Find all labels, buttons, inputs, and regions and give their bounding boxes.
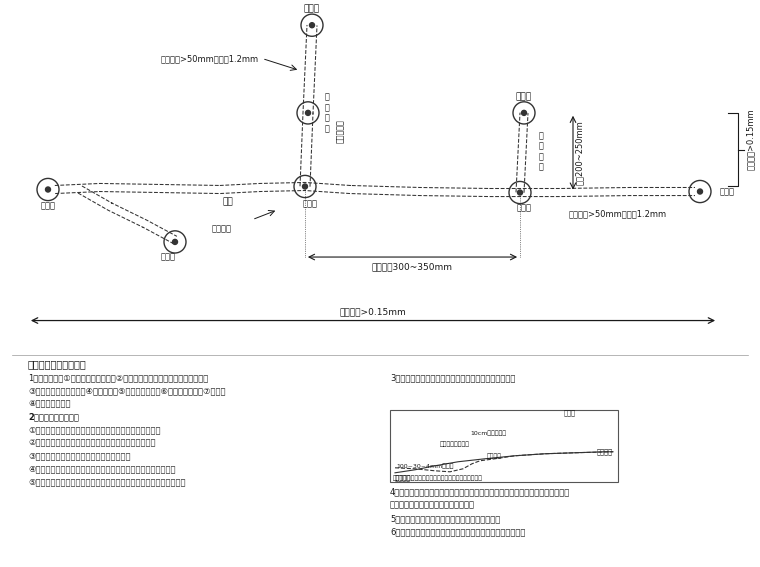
- Text: 6、结构在养护期间应避免受振动及受重，以保证修补质量。: 6、结构在养护期间应避免受振动及受重，以保证修补质量。: [390, 527, 525, 536]
- Text: ⑤裂缝注胶顺序宜由宜由低处向高处进行，平面宜由中间向两边进行。: ⑤裂缝注胶顺序宜由宜由低处向高处进行，平面宜由中间向两边进行。: [28, 478, 185, 487]
- Text: 底
座
厚
度: 底 座 厚 度: [325, 93, 330, 133]
- Text: ③每条裂缝至少须各有一个进浆孔和排气孔。: ③每条裂缝至少须各有一个进浆孔和排气孔。: [28, 452, 131, 461]
- Bar: [390, 410, 618, 482]
- Text: 裂缝: 裂缝: [223, 197, 233, 206]
- Text: ③配置通道用环氧树脂；④封闭裂缝；⑤粘贴注胶底座；⑥注入灌缝材料；⑦养护；: ③配置通道用环氧树脂；④封闭裂缝；⑤粘贴注胶底座；⑥注入灌缝材料；⑦养护；: [28, 387, 226, 396]
- Text: 100~30~4mm玻璃片: 100~30~4mm玻璃片: [396, 463, 454, 469]
- Text: 进浆孔: 进浆孔: [720, 187, 735, 196]
- Text: 底
座
厚
度: 底 座 厚 度: [539, 131, 543, 171]
- Text: 5、宜用封缝胶封闭裂缝，粘贴注胶管、排气管。: 5、宜用封缝胶封闭裂缝，粘贴注胶管、排气管。: [390, 514, 500, 523]
- Text: ④裂缝位于构件立面时，排气孔宜设在高处，注浆孔宜设在低处。: ④裂缝位于构件立面时，排气孔宜设在高处，注浆孔宜设在低处。: [28, 465, 176, 474]
- Text: 4、每条裂缝处治前后需留存影像资料（包含桥名、桥编、桥跨、里程编号、位置: 4、每条裂缝处治前后需留存影像资料（包含桥名、桥编、桥跨、里程编号、位置: [390, 488, 570, 497]
- Text: 监测窗口: 监测窗口: [487, 453, 502, 459]
- Circle shape: [309, 23, 315, 28]
- Circle shape: [302, 184, 308, 189]
- Text: 进浆孔: 进浆孔: [160, 252, 176, 261]
- Text: 进浆孔: 进浆孔: [517, 203, 531, 212]
- Text: 备注：裂缝长度、宽度、特点、位置描述、监测时间等: 备注：裂缝长度、宽度、特点、位置描述、监测时间等: [393, 475, 483, 481]
- Text: 裂缝表层封闭位置: 裂缝表层封闭位置: [440, 441, 470, 447]
- Text: 底座间距300~350mm: 底座间距300~350mm: [372, 263, 453, 272]
- Text: 排气孔: 排气孔: [304, 5, 320, 14]
- Text: 裂缝终点: 裂缝终点: [597, 448, 613, 455]
- Text: 2、注胶底座的位置：: 2、注胶底座的位置：: [28, 413, 79, 422]
- Text: 裂缝宽度>0.15mm: 裂缝宽度>0.15mm: [746, 109, 755, 171]
- Text: ②贯穿裂缝需在构件两面并且两面应交错设置注胶底座；: ②贯穿裂缝需在构件两面并且两面应交错设置注胶底座；: [28, 439, 156, 448]
- Text: 标配区: 标配区: [564, 410, 576, 416]
- Text: 1、施工步骤：①裂缝的测量与记录；②裂缝表面处理，标注注胶底座的位置；: 1、施工步骤：①裂缝的测量与记录；②裂缝表面处理，标注注胶底座的位置；: [28, 374, 208, 383]
- Text: 进浆孔: 进浆孔: [302, 199, 318, 208]
- Text: 10cm未封闭范围: 10cm未封闭范围: [470, 430, 506, 435]
- Circle shape: [698, 189, 702, 194]
- Text: 裂缝宽度>0.15mm: 裂缝宽度>0.15mm: [340, 307, 407, 316]
- Text: 桩长、龄变、维修时间等要素）记录。: 桩长、龄变、维修时间等要素）记录。: [390, 501, 475, 510]
- Text: 施工步骤及注意事项：: 施工步骤及注意事项：: [28, 359, 87, 370]
- Text: 注胶方向: 注胶方向: [212, 225, 232, 233]
- Text: 间距200~250mm: 间距200~250mm: [575, 120, 584, 185]
- Circle shape: [173, 239, 178, 244]
- Circle shape: [518, 190, 523, 195]
- Text: 裂缝起点: 裂缝起点: [395, 475, 411, 481]
- Circle shape: [306, 111, 311, 116]
- Text: ①在裂缝端部、裂缝交叉处和裂缝较宽处应设置注胶底座；: ①在裂缝端部、裂缝交叉处和裂缝较宽处应设置注胶底座；: [28, 426, 160, 435]
- Circle shape: [46, 187, 50, 192]
- Text: 注胶封缝胶: 注胶封缝胶: [335, 119, 344, 143]
- Text: 涂抹宽度>50mm，厚度1.2mm: 涂抹宽度>50mm，厚度1.2mm: [569, 209, 667, 218]
- Text: 涂抹宽度>50mm，厚度1.2mm: 涂抹宽度>50mm，厚度1.2mm: [161, 54, 259, 63]
- Text: ⑧结构表面清理。: ⑧结构表面清理。: [28, 400, 71, 409]
- Text: 排气孔: 排气孔: [516, 92, 532, 101]
- Text: 进浆孔: 进浆孔: [40, 201, 55, 210]
- Text: 3、必要时对重点、典型（缝宽、裂长）裂缝进行监控。: 3、必要时对重点、典型（缝宽、裂长）裂缝进行监控。: [390, 374, 515, 383]
- Circle shape: [521, 111, 527, 116]
